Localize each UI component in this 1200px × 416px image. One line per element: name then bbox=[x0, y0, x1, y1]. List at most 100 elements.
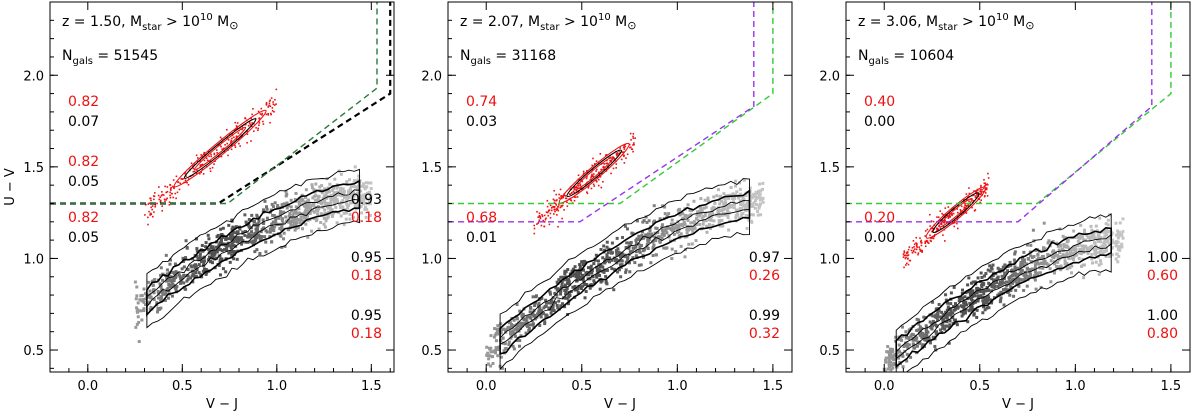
density-cell bbox=[316, 204, 320, 208]
density-cell bbox=[538, 306, 542, 310]
density-cell bbox=[633, 261, 637, 265]
density-cell bbox=[312, 202, 316, 206]
density-cell bbox=[221, 267, 225, 271]
density-cell bbox=[503, 342, 507, 346]
density-cell bbox=[720, 199, 724, 203]
density-cell bbox=[144, 303, 148, 307]
quiescent-point bbox=[562, 195, 565, 198]
quiescent-point bbox=[615, 167, 617, 169]
density-cell bbox=[294, 220, 298, 224]
quiescent-point bbox=[915, 236, 918, 239]
density-cell bbox=[514, 334, 518, 338]
density-cell bbox=[645, 220, 649, 224]
density-cell bbox=[289, 222, 293, 226]
density-cell bbox=[369, 194, 373, 198]
density-cell bbox=[227, 251, 231, 255]
density-cell bbox=[760, 198, 764, 202]
density-cell bbox=[566, 268, 570, 272]
density-cell bbox=[544, 298, 548, 302]
quiescent-point bbox=[602, 180, 604, 183]
quiescent-point bbox=[564, 195, 567, 197]
density-cell bbox=[524, 317, 528, 321]
density-cell bbox=[983, 301, 987, 305]
quiescent-point bbox=[539, 217, 542, 220]
density-cell bbox=[321, 196, 325, 200]
density-cell bbox=[151, 283, 155, 287]
density-cell bbox=[1024, 272, 1028, 276]
density-cell bbox=[548, 290, 552, 294]
quiescent-point bbox=[154, 204, 157, 206]
density-cell bbox=[909, 355, 913, 359]
quiescent-point bbox=[586, 191, 588, 193]
quiescent-contour bbox=[566, 149, 622, 198]
density-cell bbox=[1073, 235, 1077, 239]
quiescent-point bbox=[983, 195, 986, 198]
density-cell bbox=[156, 290, 160, 294]
quiescent-point bbox=[223, 147, 225, 150]
density-cell bbox=[605, 268, 609, 272]
quiescent-point bbox=[544, 218, 547, 221]
quiescent-point bbox=[537, 216, 539, 218]
density-cell bbox=[984, 296, 988, 300]
density-cell bbox=[710, 207, 714, 211]
density-cell bbox=[304, 213, 308, 217]
density-cell bbox=[488, 354, 492, 358]
density-cell bbox=[1057, 248, 1061, 252]
density-cell bbox=[360, 194, 364, 198]
quiescent-point bbox=[533, 227, 536, 230]
quiescent-point bbox=[934, 233, 936, 236]
quiescent-point bbox=[626, 153, 629, 156]
density-cell bbox=[1037, 256, 1041, 260]
density-cell bbox=[948, 319, 952, 323]
density-cell bbox=[945, 320, 949, 324]
density-cell bbox=[551, 296, 555, 300]
density-cell bbox=[593, 281, 597, 285]
density-cell bbox=[285, 192, 289, 196]
density-cell bbox=[896, 354, 900, 358]
density-cell bbox=[976, 276, 980, 280]
sf-contour bbox=[895, 233, 1112, 360]
density-cell bbox=[1114, 233, 1118, 237]
density-cell bbox=[501, 341, 505, 345]
density-cell bbox=[364, 205, 368, 209]
quiescent-point bbox=[577, 185, 580, 187]
quiescent-point bbox=[147, 216, 149, 219]
density-cell bbox=[202, 262, 206, 266]
density-cell bbox=[884, 360, 888, 364]
density-cell bbox=[921, 343, 925, 347]
density-cell bbox=[1015, 282, 1019, 286]
density-cell bbox=[253, 235, 257, 239]
density-cell bbox=[550, 300, 554, 304]
density-cell bbox=[229, 237, 233, 241]
density-cell bbox=[748, 199, 752, 203]
y-tick-label: 1.0 bbox=[421, 252, 442, 267]
quiescent-point bbox=[953, 225, 956, 228]
density-cell bbox=[938, 315, 942, 319]
density-cell bbox=[1002, 265, 1006, 269]
galaxy-count-annotation: Ngals = 31168 bbox=[460, 48, 556, 67]
density-cell bbox=[1098, 259, 1102, 263]
density-cell bbox=[981, 299, 985, 303]
quiescent-point bbox=[947, 215, 950, 218]
density-cell bbox=[1019, 267, 1023, 271]
density-cell bbox=[257, 219, 261, 223]
density-cell bbox=[190, 265, 194, 269]
density-cell bbox=[579, 286, 583, 290]
quiescent-point bbox=[172, 179, 175, 181]
density-cell bbox=[189, 276, 193, 280]
density-cell bbox=[329, 208, 333, 212]
quiescent-point bbox=[547, 214, 550, 217]
density-cell bbox=[525, 319, 529, 323]
density-cell bbox=[1023, 276, 1027, 280]
density-cell bbox=[996, 284, 1000, 288]
quiescent-point bbox=[944, 216, 946, 219]
density-cell bbox=[1121, 236, 1125, 240]
density-cell bbox=[339, 214, 343, 218]
sf-contour bbox=[499, 178, 750, 371]
density-cell bbox=[153, 278, 157, 282]
density-cell bbox=[641, 253, 645, 257]
selection-boundary bbox=[448, 2, 774, 205]
density-cell bbox=[361, 202, 365, 206]
density-cell bbox=[610, 258, 614, 262]
density-cell bbox=[917, 331, 921, 335]
